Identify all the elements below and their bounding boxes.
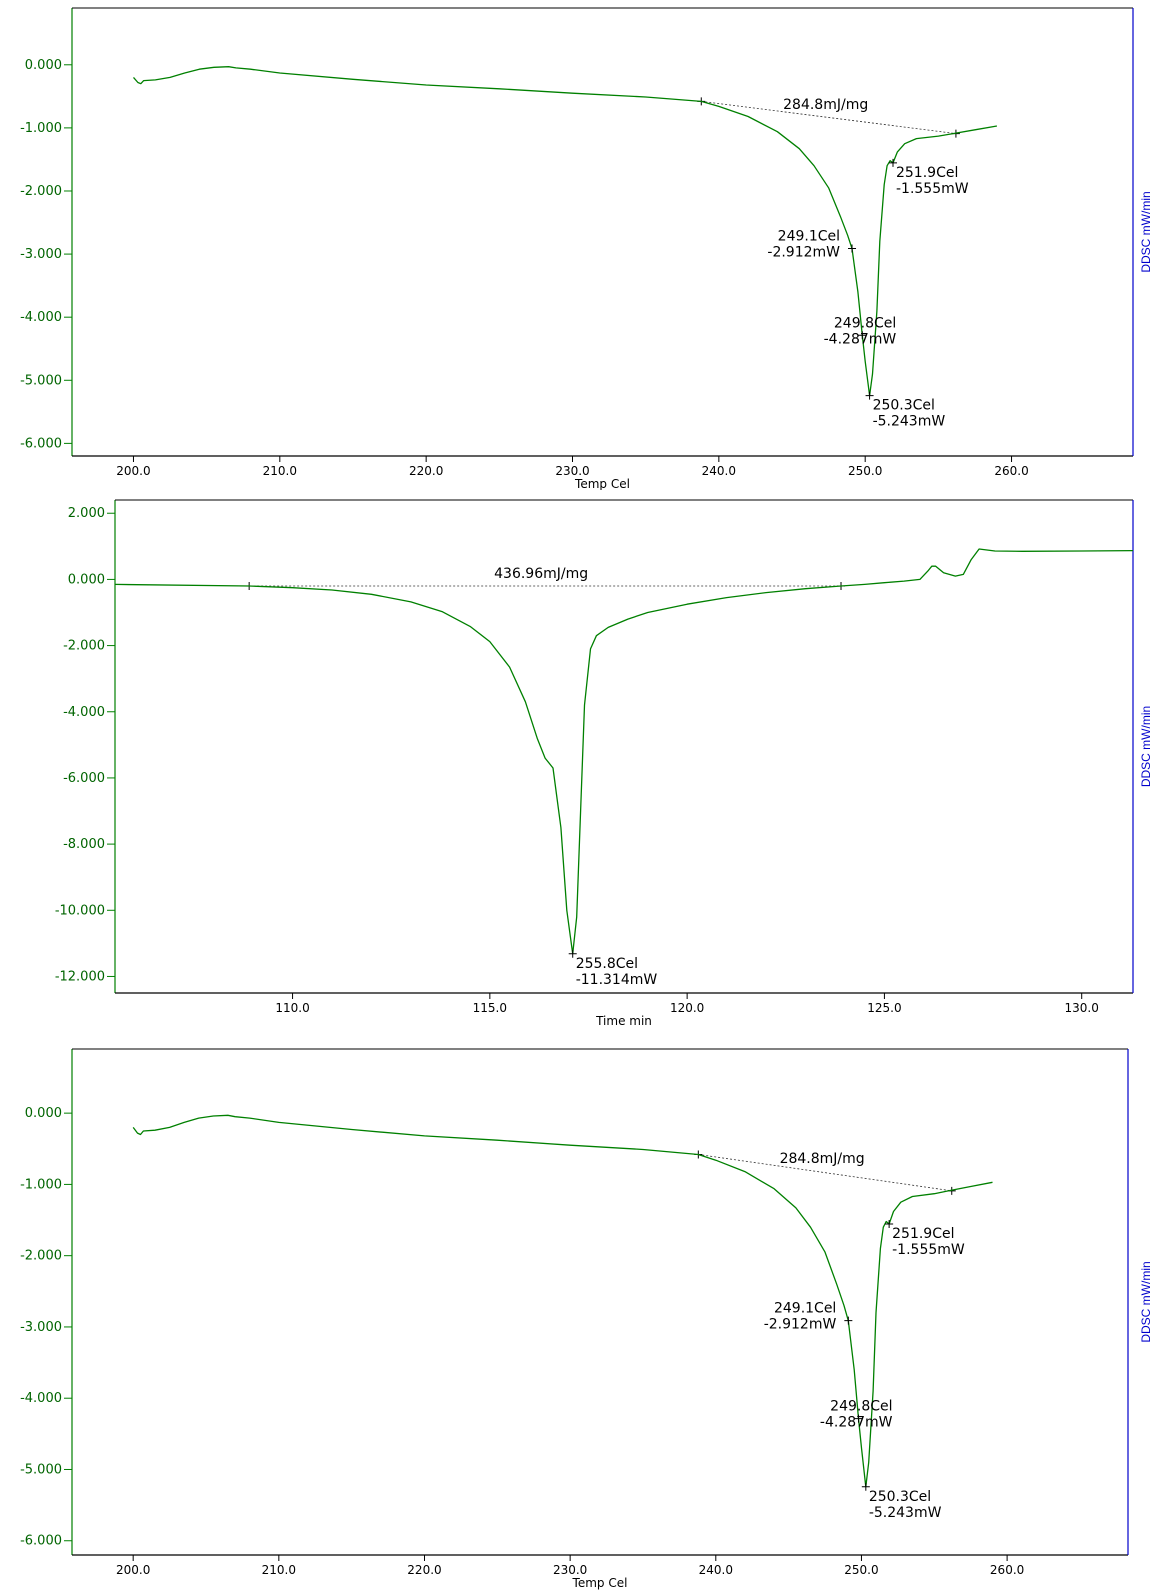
right-axis-label: DDSC mW/min [1139,1261,1153,1342]
dsc-curve [132,1114,993,1488]
peak-marker [854,1414,863,1423]
y-tick-label: -12.000 [55,969,105,984]
x-tick-label: 210.0 [262,1563,296,1577]
y-tick-label: 0.000 [25,58,62,73]
y-tick-label: 0.000 [68,572,105,587]
x-tick-label: 200.0 [116,464,150,478]
y-tick-label: 0.000 [25,1106,62,1121]
peak-label: -5.243mW [873,414,946,430]
x-tick-label: 260.0 [990,1563,1024,1577]
y-tick-label: -10.000 [55,903,105,918]
x-axis-label: Time min [595,1014,652,1028]
y-tick-label: -4.000 [20,1391,62,1406]
peak-marker [858,331,867,340]
y-tick-label: -5.000 [20,1462,62,1477]
peak-label: -2.912mW [767,245,840,261]
x-tick-label: 230.0 [555,464,589,478]
peak-marker [885,1219,894,1228]
x-tick-label: 240.0 [702,464,736,478]
x-tick-label: 200.0 [116,1563,150,1577]
peak-label: 251.9Cel [892,1226,954,1242]
x-axis-label: Temp Cel [572,1576,628,1590]
dsc-chart-middle: 2.000 0.000 -2.000 -4.000 -6.000 -8.000 -10.00… [55,499,1153,1028]
y-tick-label: -2.000 [20,184,62,199]
peak-marker [568,949,577,958]
enthalpy-label: 284.8mJ/mg [783,97,868,113]
x-tick-label: 130.0 [1065,1001,1099,1015]
y-tick-label: -2.000 [20,1249,62,1264]
right-axis-label: DDSC mW/min [1139,191,1153,272]
peak-label: 249.1Cel [774,1301,836,1317]
peak-label: -11.314mW [576,972,658,988]
x-tick-label: 230.0 [553,1563,587,1577]
x-tick-label: 110.0 [275,1001,309,1015]
y-tick-label: 2.000 [68,506,105,521]
y-tick-label: -6.000 [20,1534,62,1549]
y-tick-label: -6.000 [20,436,62,451]
enthalpy-label: 436.96mJ/mg [494,566,588,582]
enthalpy-label: 284.8mJ/mg [780,1151,865,1167]
peak-label: 250.3Cel [873,398,935,414]
peak-label: 249.8Cel [830,1399,892,1415]
integration-baseline [698,1154,952,1192]
dsc-chart-bottom: 0.000 -1.000 -2.000 -3.000 -4.000 -5.000 -6.00… [20,1048,1153,1590]
peak-label: -2.912mW [764,1317,837,1333]
integration-baseline [701,100,956,134]
peak-label: 250.3Cel [869,1489,931,1505]
x-tick-label: 240.0 [699,1563,733,1577]
peak-marker [865,391,874,400]
dsc-curve [133,66,998,397]
dsc-curve [114,548,1134,955]
x-tick-label: 250.0 [844,1563,878,1577]
y-tick-label: -4.000 [63,705,105,720]
x-tick-label: 125.0 [867,1001,901,1015]
x-tick-label: 210.0 [263,464,297,478]
dsc-chart-top: 0.000 -1.000 -2.000 -3.000 -4.000 -5.000 -6.00… [20,7,1153,490]
x-tick-label: 120.0 [670,1001,704,1015]
y-tick-label: -8.000 [63,837,105,852]
x-tick-label: 115.0 [473,1001,507,1015]
peak-label: -1.555mW [892,1242,965,1258]
peak-label: 249.8Cel [834,315,896,331]
peak-label: -5.243mW [869,1505,942,1521]
peak-marker [844,1316,853,1325]
y-tick-label: -5.000 [20,373,62,388]
y-tick-label: -2.000 [63,639,105,654]
right-axis-label: DDSC mW/min [1139,706,1153,787]
y-tick-label: -3.000 [20,247,62,262]
peak-label: 251.9Cel [896,165,958,181]
peak-marker [861,1482,870,1491]
x-tick-label: 220.0 [407,1563,441,1577]
peak-label: 249.1Cel [778,229,840,245]
peak-label: -4.287mW [820,1415,893,1431]
x-axis-label: Temp Cel [574,477,630,490]
y-tick-label: -6.000 [63,771,105,786]
peak-marker [848,244,857,253]
peak-label: 255.8Cel [576,956,638,972]
y-tick-label: -3.000 [20,1320,62,1335]
peak-label: -1.555mW [896,181,969,197]
y-tick-label: -1.000 [20,121,62,136]
peak-marker [888,158,897,167]
x-tick-label: 260.0 [994,464,1028,478]
x-tick-label: 220.0 [409,464,443,478]
peak-label: -4.287mW [824,331,897,347]
x-tick-label: 250.0 [848,464,882,478]
y-tick-label: -1.000 [20,1177,62,1192]
y-tick-label: -4.000 [20,310,62,325]
